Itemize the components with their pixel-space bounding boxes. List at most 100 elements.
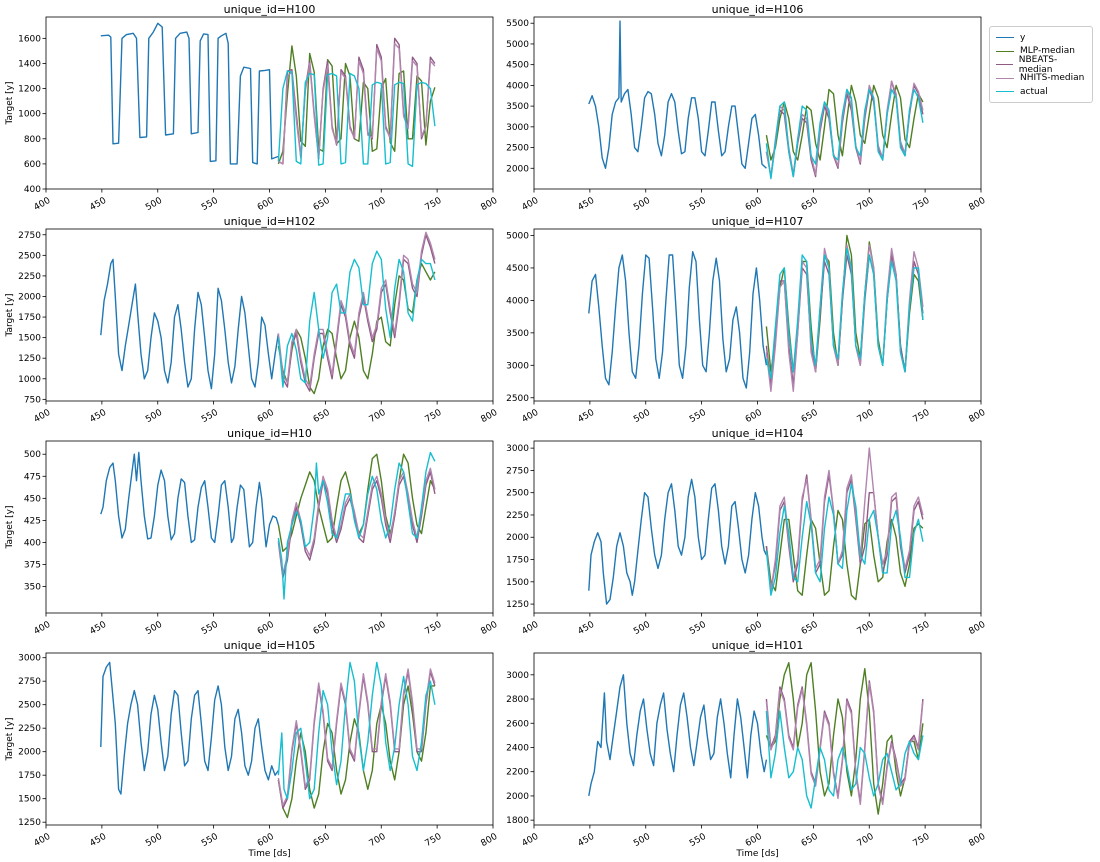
y-tick-label: 1200 — [18, 85, 41, 95]
y-tick-label: 2250 — [18, 272, 41, 282]
legend-item-nbeats: NBEATS-median — [996, 54, 1086, 75]
x-tick-label: 400 — [520, 196, 540, 213]
legend-item-actual: actual — [996, 85, 1086, 99]
x-tick-label: 600 — [256, 196, 276, 213]
x-tick-label: 500 — [632, 620, 652, 637]
y-tick-label: 1500 — [18, 334, 41, 344]
series-line-actual — [765, 247, 924, 379]
series-line-y — [588, 20, 767, 170]
y-tick-label: 1800 — [506, 816, 529, 826]
x-tick-label: 450 — [576, 832, 596, 849]
y-tick-label: 1400 — [18, 59, 41, 69]
legend-swatch-nbeats — [996, 64, 1013, 66]
legend-label-y: y — [1020, 32, 1026, 43]
x-tick-label: 450 — [576, 620, 596, 637]
series-line-y — [588, 674, 768, 797]
panel-title: unique_id=H107 — [712, 215, 804, 228]
series-line-actual — [277, 661, 436, 800]
x-tick-label: 800 — [967, 620, 987, 637]
y-tick-label: 1500 — [18, 795, 41, 805]
x-tick-label: 700 — [856, 408, 876, 425]
x-tick-label: 500 — [144, 832, 164, 849]
x-tick-label: 650 — [800, 832, 820, 849]
y-tick-label: 475 — [24, 472, 41, 482]
x-tick-label: 700 — [368, 196, 388, 213]
x-tick-label: 750 — [424, 832, 444, 849]
y-axis-label: Target [y] — [5, 505, 15, 549]
series-line-nhits-median — [277, 668, 436, 806]
y-tick-label: 2000 — [506, 164, 529, 174]
x-tick-label: 800 — [967, 408, 987, 425]
y-tick-label: 4500 — [506, 61, 529, 71]
x-tick-label: 600 — [744, 620, 764, 637]
y-tick-label: 2000 — [18, 748, 41, 758]
x-tick-label: 650 — [800, 408, 820, 425]
series-line-y — [588, 250, 768, 389]
plot-frame — [45, 652, 494, 826]
y-tick-label: 2000 — [506, 792, 529, 802]
plot-frame — [45, 228, 494, 402]
x-tick-label: 650 — [312, 832, 332, 849]
y-axis-label: Target [y] — [5, 81, 15, 125]
y-tick-label: 2000 — [18, 292, 41, 302]
series-line-mlp-median — [765, 84, 924, 161]
y-tick-label: 400 — [24, 538, 41, 548]
y-tick-label: 425 — [24, 516, 41, 526]
y-tick-label: 3000 — [506, 361, 529, 371]
y-tick-label: 2500 — [506, 489, 529, 499]
x-tick-label: 650 — [312, 620, 332, 637]
series-line-y — [100, 451, 280, 548]
x-tick-label: 600 — [744, 408, 764, 425]
y-tick-label: 1250 — [18, 354, 41, 364]
plot-frame — [45, 16, 494, 190]
y-tick-label: 4000 — [506, 296, 529, 306]
x-tick-label: 400 — [32, 620, 52, 637]
series-line-mlp-median — [765, 662, 924, 815]
panel-8: unique_id=H101 400 450 500 550 600 650 700 750 80… — [506, 639, 987, 859]
x-tick-label: 550 — [688, 408, 708, 425]
x-tick-label: 800 — [967, 832, 987, 849]
x-tick-label: 550 — [688, 620, 708, 637]
y-tick-label: 2500 — [506, 144, 529, 154]
y-axis-label: Target [y] — [5, 717, 15, 761]
x-tick-label: 750 — [424, 408, 444, 425]
x-tick-label: 600 — [744, 196, 764, 213]
x-tick-label: 750 — [912, 832, 932, 849]
x-tick-label: 400 — [32, 408, 52, 425]
legend-swatch-y — [996, 37, 1014, 39]
y-tick-label: 1000 — [18, 375, 41, 385]
y-tick-label: 3500 — [506, 329, 529, 339]
panel-3: unique_id=H102 400 450 500 550 600 650 700 750 80… — [5, 215, 500, 425]
y-tick-label: 1250 — [506, 600, 529, 610]
y-tick-label: 800 — [24, 135, 41, 145]
y-tick-label: 2500 — [18, 251, 41, 261]
panel-title: unique_id=H102 — [224, 215, 316, 228]
x-tick-label: 450 — [576, 408, 596, 425]
y-tick-label: 4500 — [506, 264, 529, 274]
y-tick-label: 400 — [24, 185, 41, 195]
x-tick-label: 700 — [856, 832, 876, 849]
y-tick-label: 3000 — [506, 671, 529, 681]
x-tick-label: 450 — [88, 408, 108, 425]
legend-item-y: y — [996, 31, 1086, 45]
x-tick-label: 750 — [424, 196, 444, 213]
x-tick-label: 700 — [368, 832, 388, 849]
series-line-mlp-median — [277, 453, 436, 552]
panel-4: unique_id=H107 400 450 500 550 600 650 700 750 80… — [506, 215, 987, 425]
panel-7: unique_id=H105 400 450 500 550 600 650 700 750 80… — [5, 639, 500, 859]
x-tick-label: 550 — [200, 196, 220, 213]
panel-title: unique_id=H105 — [224, 639, 316, 652]
x-tick-label: 500 — [632, 832, 652, 849]
y-tick-label: 1000 — [18, 110, 41, 120]
y-tick-label: 600 — [24, 160, 41, 170]
y-tick-label: 2800 — [506, 695, 529, 705]
legend-label-mlp: MLP-median — [1020, 46, 1075, 57]
x-tick-label: 700 — [856, 620, 876, 637]
y-axis-label: Target [y] — [5, 293, 15, 337]
series-line-mlp-median — [277, 685, 435, 819]
x-tick-label: 400 — [520, 832, 540, 849]
y-tick-label: 5500 — [506, 19, 529, 29]
x-tick-label: 750 — [424, 620, 444, 637]
panel-title: unique_id=H101 — [712, 639, 804, 652]
legend-label-nbeats: NBEATS-median — [1018, 54, 1058, 75]
